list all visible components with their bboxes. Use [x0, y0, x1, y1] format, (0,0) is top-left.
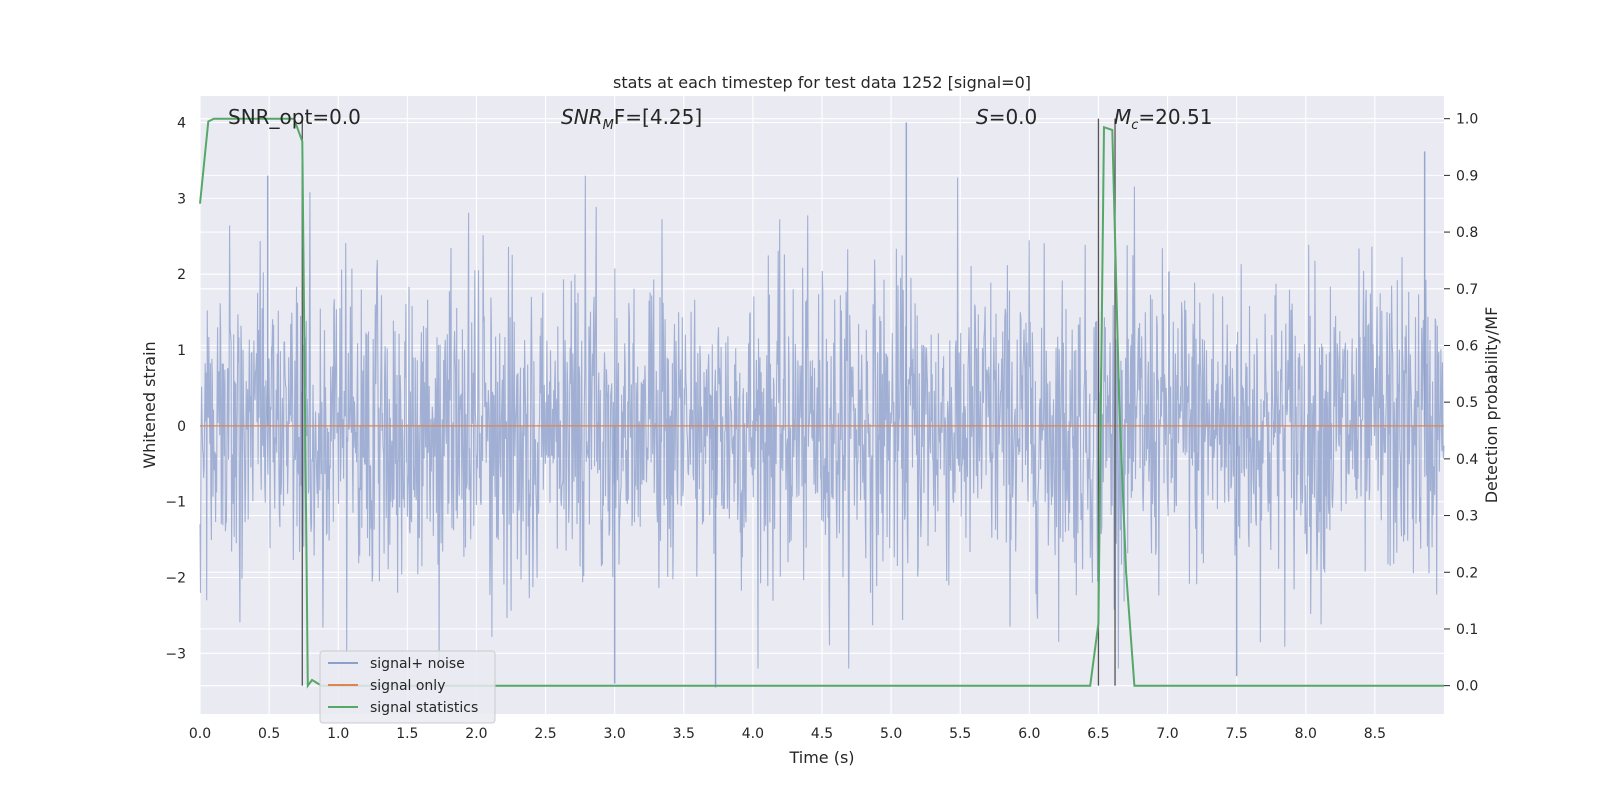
- y-right-tick-label: 0.8: [1456, 225, 1478, 241]
- y-left-tick-label: −2: [165, 571, 186, 587]
- x-tick-label: 3.5: [673, 726, 695, 742]
- x-axis-label: Time (s): [788, 748, 854, 767]
- signal-plus-noise-line: [199, 175, 1445, 669]
- y-left-tick-label: 2: [177, 267, 186, 283]
- y-axis-label-left: Whitened strain: [140, 341, 159, 468]
- annotation-mc-rest: =20.51: [1138, 105, 1212, 129]
- y-left-tick-label: −1: [165, 495, 186, 511]
- annotation-s: S=0.0: [976, 105, 1037, 129]
- y-right-tick-label: 0.9: [1456, 168, 1478, 184]
- annotation-mc-base: M: [1114, 105, 1131, 129]
- series-lines: [199, 117, 1444, 689]
- x-tick-label: 4.5: [811, 726, 833, 742]
- x-tick-label: 2.5: [534, 726, 556, 742]
- y-right-tick-label: 0.4: [1456, 452, 1478, 468]
- chart-title: stats at each timestep for test data 125…: [613, 73, 1031, 92]
- y-left-tick-label: 1: [177, 343, 186, 359]
- y-right-tick-label: 0.1: [1456, 622, 1478, 638]
- x-tick-label: 2.0: [465, 726, 487, 742]
- x-tick-label: 8.0: [1295, 726, 1317, 742]
- y-left-tick-label: 3: [177, 191, 186, 207]
- x-tick-label: 1.0: [327, 726, 349, 742]
- legend-box: [319, 650, 496, 724]
- x-tick-label: 5.0: [880, 726, 902, 742]
- y-left-tick-label: −3: [165, 646, 186, 662]
- tick-labels: 0.0 0.5 1.0 1.5 2.0 2.5 3.0 3.5 4.0 4.5 5.0 5.5 6.0 6…: [165, 112, 1478, 742]
- y-axis-label-right: Detection probability/MF: [1482, 307, 1501, 504]
- signal-statistics-line: [199, 117, 1444, 689]
- y-left-tick-label: 0: [177, 419, 186, 435]
- y-right-tick-label: 0.2: [1456, 565, 1478, 581]
- x-tick-label: 0.0: [189, 726, 211, 742]
- annotation-snr-mf-base: SNR: [561, 105, 603, 129]
- annotation-s-rest: =0.0: [989, 105, 1038, 129]
- y-right-tick-label: 0.6: [1456, 338, 1478, 354]
- annotation-snr-mf-sub: M: [603, 118, 614, 133]
- x-tick-label: 6.0: [1018, 726, 1040, 742]
- x-tick-label: 8.5: [1364, 726, 1386, 742]
- annotation-s-italic: S: [976, 105, 989, 129]
- x-tick-label: 1.5: [396, 726, 418, 742]
- y-right-tick-label: 0.0: [1456, 679, 1478, 695]
- x-tick-label: 7.0: [1156, 726, 1178, 742]
- x-tick-label: 0.5: [258, 726, 280, 742]
- annotation-snr-mf: SNRMF=[4.25]: [561, 105, 702, 133]
- annotation-snr-mf-rest: F=[4.25]: [614, 105, 702, 129]
- annotation-mc: Mc=20.51: [1114, 105, 1212, 133]
- y-right-tick-label: 0.5: [1456, 395, 1478, 411]
- legend-label-signal-plus-noise: signal+ noise: [370, 656, 465, 672]
- y-right-tick-label: 1.0: [1456, 112, 1478, 128]
- x-tick-label: 4.0: [742, 726, 764, 742]
- annotation-mc-sub: c: [1131, 118, 1138, 133]
- y-right-tick-label: 0.3: [1456, 509, 1478, 525]
- y-right-tick-label: 0.7: [1456, 282, 1478, 298]
- legend-label-signal-statistics: signal statistics: [370, 700, 478, 716]
- legend: signal+ noise signal only signal statist…: [319, 650, 496, 724]
- annotation-snr-opt: SNR_opt=0.0: [228, 105, 361, 129]
- legend-label-signal-only: signal only: [370, 678, 445, 694]
- y-left-tick-label: 4: [177, 116, 186, 132]
- x-tick-label: 5.5: [949, 726, 971, 742]
- x-tick-label: 7.5: [1226, 726, 1248, 742]
- x-tick-label: 3.0: [604, 726, 626, 742]
- signal-plus-noise-series: [199, 122, 1445, 688]
- x-tick-label: 6.5: [1087, 726, 1109, 742]
